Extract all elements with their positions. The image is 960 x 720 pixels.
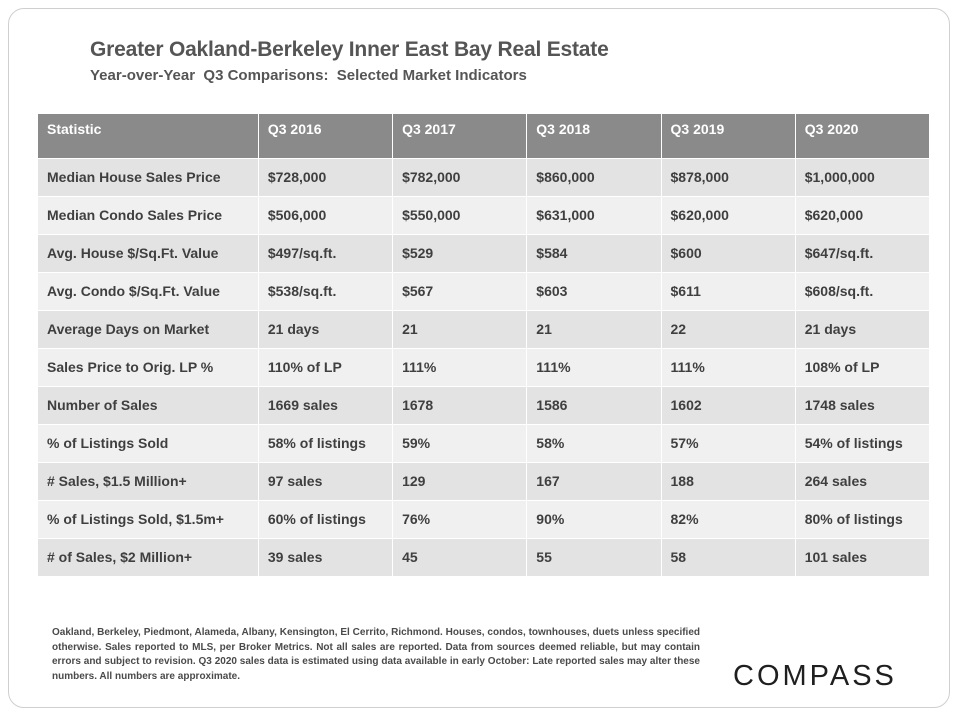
table-cell: 57% bbox=[661, 424, 796, 463]
table-row: Number of Sales 1669 sales 1678 1586 1602 174… bbox=[38, 386, 931, 425]
table-cell: 58% of listings bbox=[258, 424, 394, 463]
table-cell: $550,000 bbox=[392, 196, 528, 235]
table-cell: 45 bbox=[392, 538, 528, 577]
table-cell: $1,000,000 bbox=[795, 158, 931, 197]
table-cell: 1748 sales bbox=[795, 386, 931, 425]
table-cell: $620,000 bbox=[661, 196, 796, 235]
statistic-label: Avg. Condo $/Sq.Ft. Value bbox=[38, 272, 259, 311]
market-indicators-table: Statistic Q3 2016 Q3 2017 Q3 2018 Q3 2019 Q3 … bbox=[38, 114, 931, 577]
table-cell: 22 bbox=[661, 310, 796, 349]
table-cell: $860,000 bbox=[526, 158, 662, 197]
column-header: Q3 2018 bbox=[526, 114, 662, 159]
table-header-row: Statistic Q3 2016 Q3 2017 Q3 2018 Q3 2019 Q3 … bbox=[38, 114, 931, 159]
table-cell: 58 bbox=[661, 538, 796, 577]
column-header: Q3 2016 bbox=[258, 114, 394, 159]
table-cell: $647/sq.ft. bbox=[795, 234, 931, 273]
page-subtitle: Year-over-Year Q3 Comparisons: Selected … bbox=[90, 67, 527, 84]
table-row: Sales Price to Orig. LP % 110% of LP 111% 1… bbox=[38, 348, 931, 387]
table-cell: 1669 sales bbox=[258, 386, 394, 425]
table-cell: 97 sales bbox=[258, 462, 394, 501]
table-cell: $600 bbox=[661, 234, 796, 273]
column-header: Q3 2017 bbox=[392, 114, 528, 159]
table-row: % of Listings Sold, $1.5m+ 60% of listing… bbox=[38, 500, 931, 539]
table-cell: 59% bbox=[392, 424, 528, 463]
table-row: # of Sales, $2 Million+ 39 sales 45 55 58 101… bbox=[38, 538, 931, 577]
statistic-label: % of Listings Sold bbox=[38, 424, 259, 463]
statistic-label: Median Condo Sales Price bbox=[38, 196, 259, 235]
statistic-label: % of Listings Sold, $1.5m+ bbox=[38, 500, 259, 539]
footnote: Oakland, Berkeley, Piedmont, Alameda, Al… bbox=[52, 627, 700, 682]
statistic-label: Median House Sales Price bbox=[38, 158, 259, 197]
table-cell: 167 bbox=[526, 462, 662, 501]
table-cell: 108% of LP bbox=[795, 348, 931, 387]
table-row: Median Condo Sales Price $506,000 $550,000… bbox=[38, 196, 931, 235]
table-cell: $782,000 bbox=[392, 158, 528, 197]
table-cell: $728,000 bbox=[258, 158, 394, 197]
statistic-label: # of Sales, $2 Million+ bbox=[38, 538, 259, 577]
table-cell: 58% bbox=[526, 424, 662, 463]
table-cell: 110% of LP bbox=[258, 348, 394, 387]
table-cell: $608/sq.ft. bbox=[795, 272, 931, 311]
table-cell: 264 sales bbox=[795, 462, 931, 501]
table-cell: $497/sq.ft. bbox=[258, 234, 394, 273]
statistic-label: Number of Sales bbox=[38, 386, 259, 425]
column-header: Statistic bbox=[38, 114, 259, 159]
table-cell: 76% bbox=[392, 500, 528, 539]
statistic-label: Average Days on Market bbox=[38, 310, 259, 349]
table-cell: 111% bbox=[661, 348, 796, 387]
table-row: # Sales, $1.5 Million+ 97 sales 129 167 188 2… bbox=[38, 462, 931, 501]
table-cell: $631,000 bbox=[526, 196, 662, 235]
statistic-label: Avg. House $/Sq.Ft. Value bbox=[38, 234, 259, 273]
statistic-label: Sales Price to Orig. LP % bbox=[38, 348, 259, 387]
table-cell: 1602 bbox=[661, 386, 796, 425]
table-cell: 188 bbox=[661, 462, 796, 501]
table-cell: 1586 bbox=[526, 386, 662, 425]
table-cell: 101 sales bbox=[795, 538, 931, 577]
table-cell: $538/sq.ft. bbox=[258, 272, 394, 311]
table-cell: 60% of listings bbox=[258, 500, 394, 539]
table-cell: $611 bbox=[661, 272, 796, 311]
table-row: Avg. Condo $/Sq.Ft. Value $538/sq.ft. $567… bbox=[38, 272, 931, 311]
table-cell: $529 bbox=[392, 234, 528, 273]
table-cell: 82% bbox=[661, 500, 796, 539]
table-cell: $506,000 bbox=[258, 196, 394, 235]
table-cell: 90% bbox=[526, 500, 662, 539]
table-cell: 80% of listings bbox=[795, 500, 931, 539]
table-cell: 21 bbox=[392, 310, 528, 349]
table-row: Average Days on Market 21 days 21 21 22 21 da… bbox=[38, 310, 931, 349]
table-cell: $584 bbox=[526, 234, 662, 273]
table-cell: 1678 bbox=[392, 386, 528, 425]
table-cell: $620,000 bbox=[795, 196, 931, 235]
table-row: Avg. House $/Sq.Ft. Value $497/sq.ft. $529… bbox=[38, 234, 931, 273]
compass-logo: COMPASS bbox=[733, 660, 897, 692]
table-cell: 21 days bbox=[795, 310, 931, 349]
statistic-label: # Sales, $1.5 Million+ bbox=[38, 462, 259, 501]
table-cell: 54% of listings bbox=[795, 424, 931, 463]
table-cell: 55 bbox=[526, 538, 662, 577]
table-cell: 21 days bbox=[258, 310, 394, 349]
table-cell: 111% bbox=[392, 348, 528, 387]
table-cell: $603 bbox=[526, 272, 662, 311]
column-header: Q3 2019 bbox=[661, 114, 796, 159]
table-row: Median House Sales Price $728,000 $782,000… bbox=[38, 158, 931, 197]
column-header: Q3 2020 bbox=[795, 114, 931, 159]
table-cell: $567 bbox=[392, 272, 528, 311]
table-cell: 39 sales bbox=[258, 538, 394, 577]
table-cell: 111% bbox=[526, 348, 662, 387]
table-cell: 21 bbox=[526, 310, 662, 349]
table-cell: $878,000 bbox=[661, 158, 796, 197]
table-cell: 129 bbox=[392, 462, 528, 501]
table-row: % of Listings Sold 58% of listings 59% 58% 5… bbox=[38, 424, 931, 463]
page-title: Greater Oakland-Berkeley Inner East Bay … bbox=[90, 38, 609, 61]
